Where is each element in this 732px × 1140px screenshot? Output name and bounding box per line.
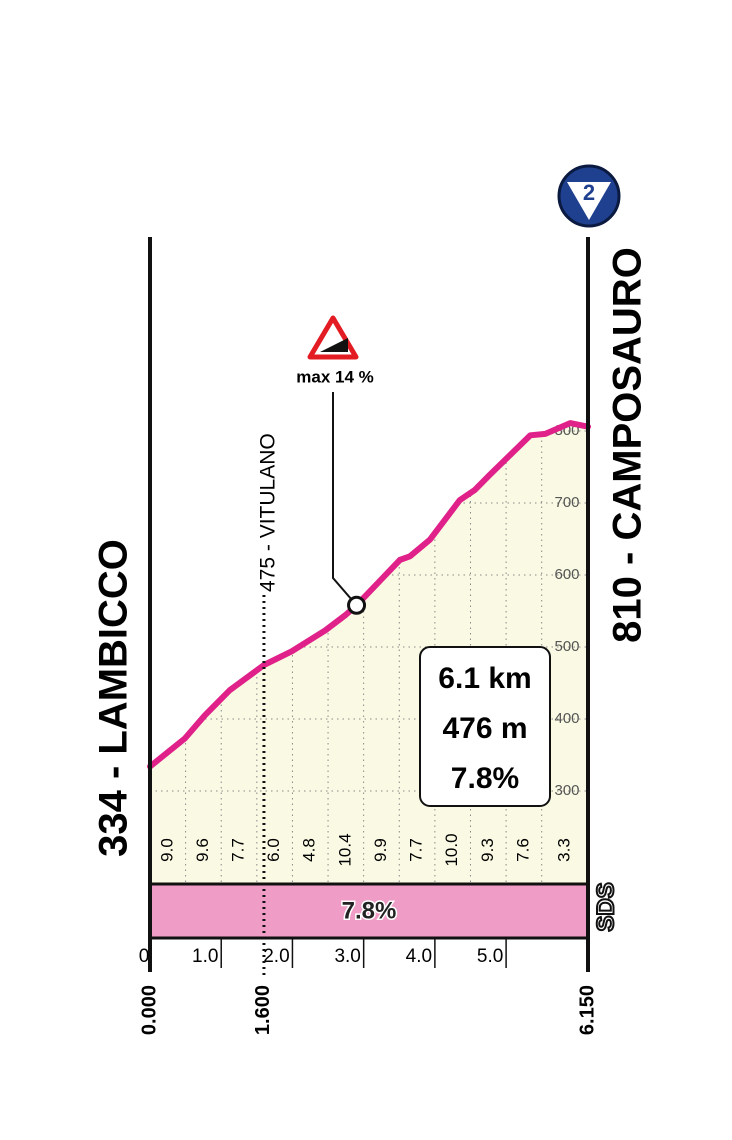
distance-label: 1.600 [252, 985, 274, 1035]
max-label: max 14 % [296, 367, 374, 386]
logo: SDS [592, 882, 619, 931]
distance-label: 6.150 [576, 985, 598, 1035]
y-tick-label: 600 [554, 566, 579, 583]
x-tick-label: 1.0 [192, 946, 218, 967]
stats-text: 6.1 km [438, 662, 531, 695]
leader [332, 392, 358, 606]
badge-triangle [567, 182, 611, 220]
gradient-label: 6.0 [264, 838, 283, 862]
y-tick-label: 500 [554, 638, 579, 655]
badge-number: 2 [583, 180, 595, 205]
waypoint-label: 475 - VITULANO [256, 433, 279, 592]
max-marker [347, 595, 367, 615]
stats-text: 7.8% [451, 762, 519, 795]
x-tick-label: 3.0 [334, 946, 360, 967]
stats-box [419, 646, 551, 807]
gradient-label: 10.0 [442, 833, 461, 866]
warning-slope [320, 338, 348, 352]
x-tick-label: 5.0 [477, 946, 503, 967]
y-tick-label: 700 [554, 494, 579, 511]
gradient-label: 10.4 [335, 833, 354, 866]
gradient-label: 9.3 [478, 838, 497, 862]
distance-label: 0.000 [138, 985, 160, 1035]
gradient-label: 9.0 [157, 838, 176, 862]
gradient-label: 7.6 [513, 838, 532, 862]
gradient-label: 9.9 [371, 838, 390, 862]
gradient-label: 9.6 [193, 838, 212, 862]
profile-line [147, 420, 591, 770]
stats-text: 476 m [442, 712, 527, 745]
x-tick-label: 4.0 [406, 946, 432, 967]
gradient-label: 7.7 [229, 838, 248, 862]
gradient-label: 7.7 [407, 838, 426, 862]
start-label: 334 - LAMBICCO [92, 539, 136, 857]
x-tick-label: 0 [139, 946, 150, 967]
finish-label: 810 - CAMPOSAURO [606, 247, 650, 643]
gradient-label: 4.8 [300, 838, 319, 862]
gradient-label: 3.3 [554, 838, 573, 862]
y-tick-label: 300 [554, 782, 579, 799]
average-label: 7.8% [342, 897, 397, 924]
y-tick-label: 400 [554, 710, 579, 727]
x-tick-label: 2.0 [263, 946, 289, 967]
